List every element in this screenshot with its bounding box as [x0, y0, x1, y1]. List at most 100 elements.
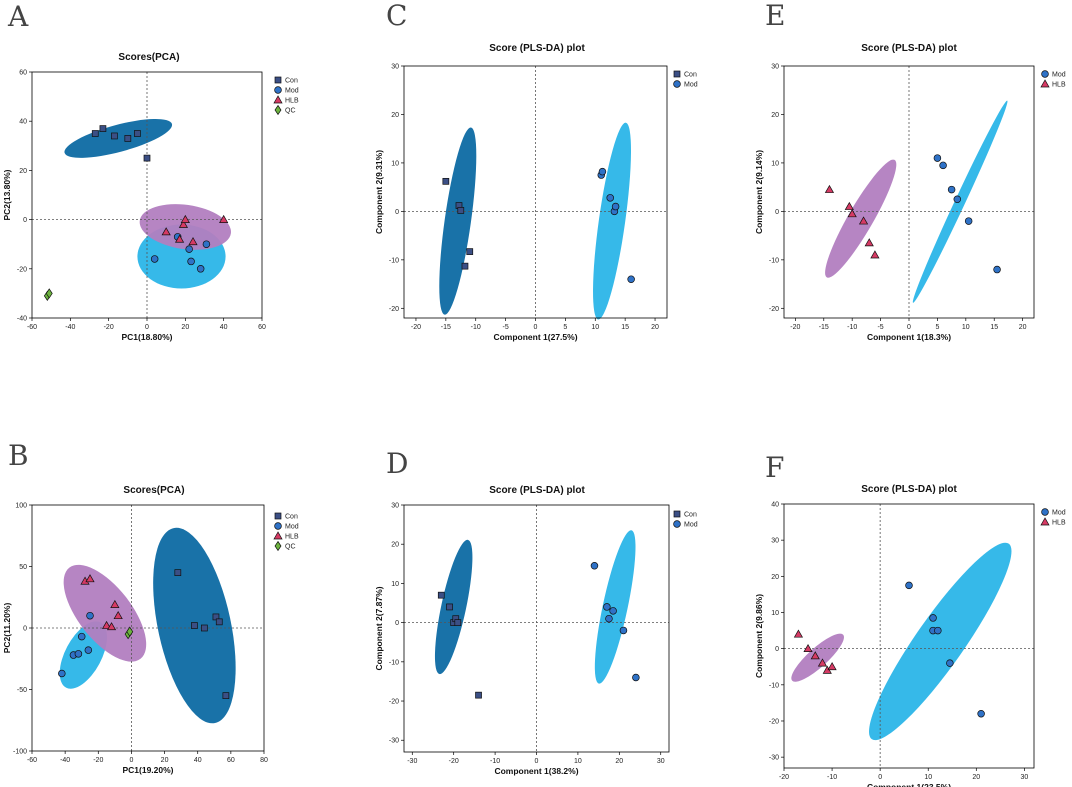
x-tick-label-f: 20: [972, 774, 980, 781]
point-hlb-e: [847, 209, 857, 218]
x-tick-label-a: -40: [65, 324, 75, 331]
legend-label-hlb-e: HLB: [1052, 82, 1066, 89]
x-tick-label-f: 0: [878, 774, 882, 781]
y-tick-label-d: -20: [389, 699, 399, 706]
x-tick-label-e: -10: [847, 324, 857, 331]
point-mod-d: [619, 626, 628, 635]
x-tick-label-d: 0: [535, 758, 539, 765]
x-tick-label-a: 40: [220, 324, 228, 331]
legend-marker-hlb-f: [1040, 517, 1050, 526]
y-tick-label-e: 10: [771, 160, 779, 167]
legend-marker-con-d: [673, 510, 681, 518]
point-hlb-b: [110, 599, 120, 608]
y-tick-label-e: 0: [775, 209, 779, 216]
panel-b: B Scores(PCA) -60 -40 -20 0 20 40 60 80 -100 -50 0 50…: [2, 439, 299, 775]
point-mod-c: [611, 202, 620, 211]
panel-letter-a: A: [7, 0, 29, 33]
point-hlb-f: [810, 651, 820, 660]
point-con-c: [466, 248, 474, 255]
point-mod-e: [964, 217, 973, 225]
x-tick-label-f: 30: [1020, 774, 1028, 781]
y-axis-label-b: PC2(11.20%): [2, 603, 12, 654]
y-tick-label-e: 30: [771, 64, 779, 71]
y-tick-label-b: 0: [23, 626, 27, 633]
x-tick-label-d: -10: [490, 758, 500, 765]
point-mod-a: [187, 257, 195, 266]
ellipse-hlb-e: [825, 159, 897, 278]
x-tick-label-a: -20: [104, 324, 114, 331]
point-hlb-b: [85, 574, 95, 583]
x-tick-label-b: 0: [129, 757, 133, 764]
legend-marker-con-a: [274, 76, 282, 84]
x-axis-label-c: Component 1(27.5%): [493, 332, 577, 342]
point-hlb-a: [174, 234, 185, 243]
y-tick-label-b: -100: [13, 749, 27, 756]
point-mod-a: [202, 240, 211, 248]
ellipse-mod-f: [869, 542, 1012, 741]
point-hlb-f: [827, 662, 837, 671]
point-con-c: [457, 207, 465, 214]
x-tick-label-c: 0: [534, 324, 538, 331]
legend-label-mod-b: Mod: [285, 524, 299, 531]
y-axis-label-d: Component 2(7.87%): [374, 586, 384, 670]
point-hlb-f: [817, 658, 828, 667]
point-mod-e: [947, 185, 956, 194]
x-tick-label-a: 20: [181, 324, 189, 331]
panel-letter-f: F: [765, 451, 784, 484]
x-tick-label-b: -20: [93, 757, 103, 764]
x-tick-label-e: -15: [819, 324, 829, 331]
point-hlb-f: [803, 643, 813, 653]
y-tick-label-f: -20: [769, 718, 779, 725]
x-axis-label-e: Component 1(18.3%): [867, 332, 951, 342]
chart-title-b: Scores(PCA): [123, 485, 184, 496]
legend-marker-mod-b: [274, 522, 282, 530]
panel-e: E Score (PLS-DA) plot -20 -15 -10 -5 0 5 10 15 20 -…: [754, 0, 1066, 342]
x-axis-label-a: PC1(18.80%): [121, 332, 172, 342]
legend-marker-hlb-b: [273, 531, 283, 540]
y-tick-label-c: 10: [391, 160, 399, 167]
point-mod-e: [939, 161, 947, 170]
y-tick-label-d: 30: [391, 503, 399, 510]
y-tick-label-b: 50: [19, 564, 27, 571]
ellipse-mod-c: [593, 122, 632, 320]
x-tick-label-c: 15: [621, 324, 629, 331]
legend-label-mod-f: Mod: [1052, 510, 1066, 517]
point-mod-d: [590, 562, 599, 570]
x-tick-label-b: 80: [260, 757, 268, 764]
point-hlb-e: [824, 184, 835, 193]
y-axis-label-a: PC2(13.80%): [2, 169, 12, 220]
x-tick-label-c: -15: [441, 324, 451, 331]
x-axis-label-f: Component 1(23.5%): [867, 782, 951, 787]
legend-label-mod-e: Mod: [1052, 72, 1066, 79]
plot-frame-f: [783, 503, 1035, 769]
x-axis-label-d: Component 1(38.2%): [494, 766, 578, 776]
point-con-a: [134, 130, 141, 137]
x-tick-label-b: -40: [60, 757, 70, 764]
point-mod-d: [609, 607, 617, 615]
legend-label-con-b: Con: [285, 514, 298, 521]
y-tick-label-a: -20: [17, 266, 27, 273]
point-con-d: [475, 691, 482, 699]
legend-label-con-c: Con: [684, 72, 697, 79]
y-tick-label-f: 10: [771, 610, 779, 617]
point-mod-e: [993, 265, 1001, 274]
legend-marker-hlb-e: [1040, 79, 1050, 88]
point-mod-b: [74, 650, 83, 658]
point-con-a: [99, 125, 107, 132]
point-mod-d: [605, 614, 613, 623]
point-mod-b: [58, 669, 66, 678]
y-tick-label-f: 0: [775, 646, 779, 653]
y-tick-label-f: -30: [769, 755, 779, 762]
y-axis-label-f: Component 2(9.86%): [754, 594, 764, 678]
point-hlb-a: [180, 214, 190, 223]
y-tick-label-f: 40: [771, 502, 779, 509]
panel-letter-e: E: [765, 0, 785, 32]
x-tick-label-f: -20: [779, 774, 789, 781]
legend-marker-mod-e: [1041, 70, 1049, 78]
x-tick-label-a: 60: [258, 324, 266, 331]
point-con-c: [442, 177, 450, 185]
y-tick-label-d: 0: [395, 620, 399, 627]
legend-marker-mod-f: [1041, 508, 1049, 516]
y-tick-label-c: 30: [391, 64, 399, 71]
legend-marker-qc-b: [274, 540, 282, 552]
